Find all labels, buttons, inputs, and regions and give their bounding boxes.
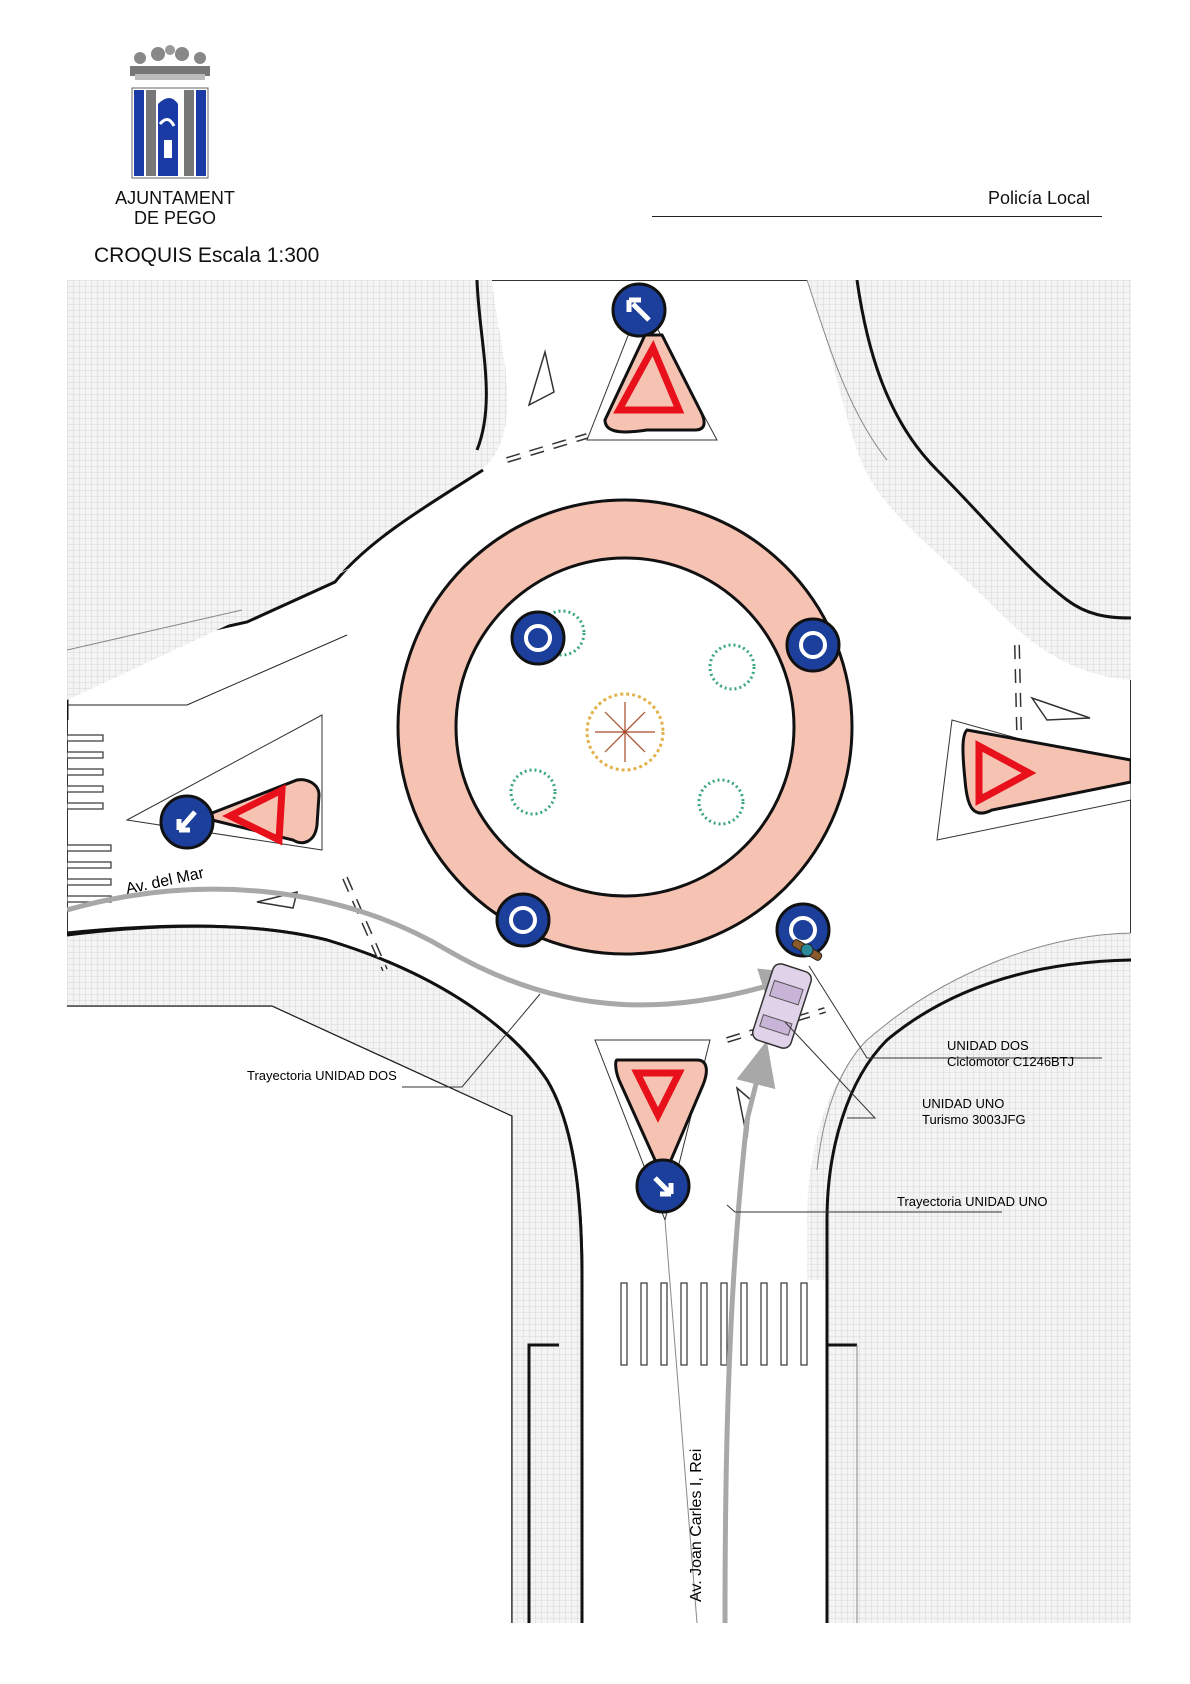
label-trajectory-one: Trayectoria UNIDAD UNO xyxy=(897,1194,1047,1209)
coat-of-arms-logo xyxy=(130,45,210,179)
label-trajectory-two: Trayectoria UNIDAD DOS xyxy=(247,1068,397,1083)
splitter-island-north xyxy=(586,298,718,441)
label-unit-two-line1: UNIDAD DOS xyxy=(947,1038,1029,1053)
keep-left-sign-icon xyxy=(159,794,215,850)
kerb-nw-north xyxy=(475,280,488,451)
yield-marking-west xyxy=(256,890,299,909)
splitter-island-east xyxy=(936,719,1131,841)
trajectory-unit-one xyxy=(722,1040,776,1623)
shrub-icon xyxy=(509,609,756,826)
label-unit-two-line2: Ciclomotor C1246BTJ xyxy=(947,1054,1074,1069)
splitter-island-south xyxy=(594,1039,711,1222)
leader-unit-two xyxy=(808,965,1102,1059)
keep-right-sign-icon xyxy=(635,1158,691,1214)
moped-unit-two-icon xyxy=(791,939,823,961)
shield-icon xyxy=(131,87,209,179)
kerb-ne xyxy=(855,280,1131,620)
leader-unit-one xyxy=(784,1021,877,1119)
kerb-nw xyxy=(67,468,484,720)
label-unit-one-line1: UNIDAD UNO xyxy=(922,1096,1004,1111)
org-name-line1: AJUNTAMENT xyxy=(115,188,235,208)
paving-west-band xyxy=(67,560,367,700)
street-label-south: Av. Joan Carles I, Rei xyxy=(688,1449,705,1602)
label-unit-one-line2: Turismo 3003JFG xyxy=(922,1112,1026,1127)
department-label: Policía Local xyxy=(987,188,1090,208)
leader-trajectory-two xyxy=(402,993,541,1088)
leader-trajectory-one xyxy=(726,1204,1002,1213)
kerb-se xyxy=(825,958,1131,1623)
keep-left-sign-icon xyxy=(611,282,667,338)
yield-marking-east xyxy=(1030,696,1091,721)
crosswalk-south xyxy=(620,1282,808,1366)
roundabout-sign-icon xyxy=(495,610,841,958)
car-unit-one-icon xyxy=(751,963,813,1049)
tree-icon xyxy=(585,692,665,772)
sidewalk-nw xyxy=(67,280,508,660)
crown-icon xyxy=(130,45,210,80)
crosswalk-west xyxy=(67,734,112,903)
sketch-title: CROQUIS Escala 1:300 xyxy=(94,244,320,267)
accident-sketch: Av. del Mar Av. Joan Carles I, Rei Traye… xyxy=(67,280,1131,1623)
sidewalk-ne xyxy=(807,280,1131,680)
trajectory-unit-two xyxy=(67,886,807,1008)
header-rule xyxy=(652,216,1102,217)
lane-divider-south xyxy=(664,1219,698,1623)
org-name-line2: DE PEGO xyxy=(133,208,217,228)
yield-marking-north xyxy=(527,349,555,407)
